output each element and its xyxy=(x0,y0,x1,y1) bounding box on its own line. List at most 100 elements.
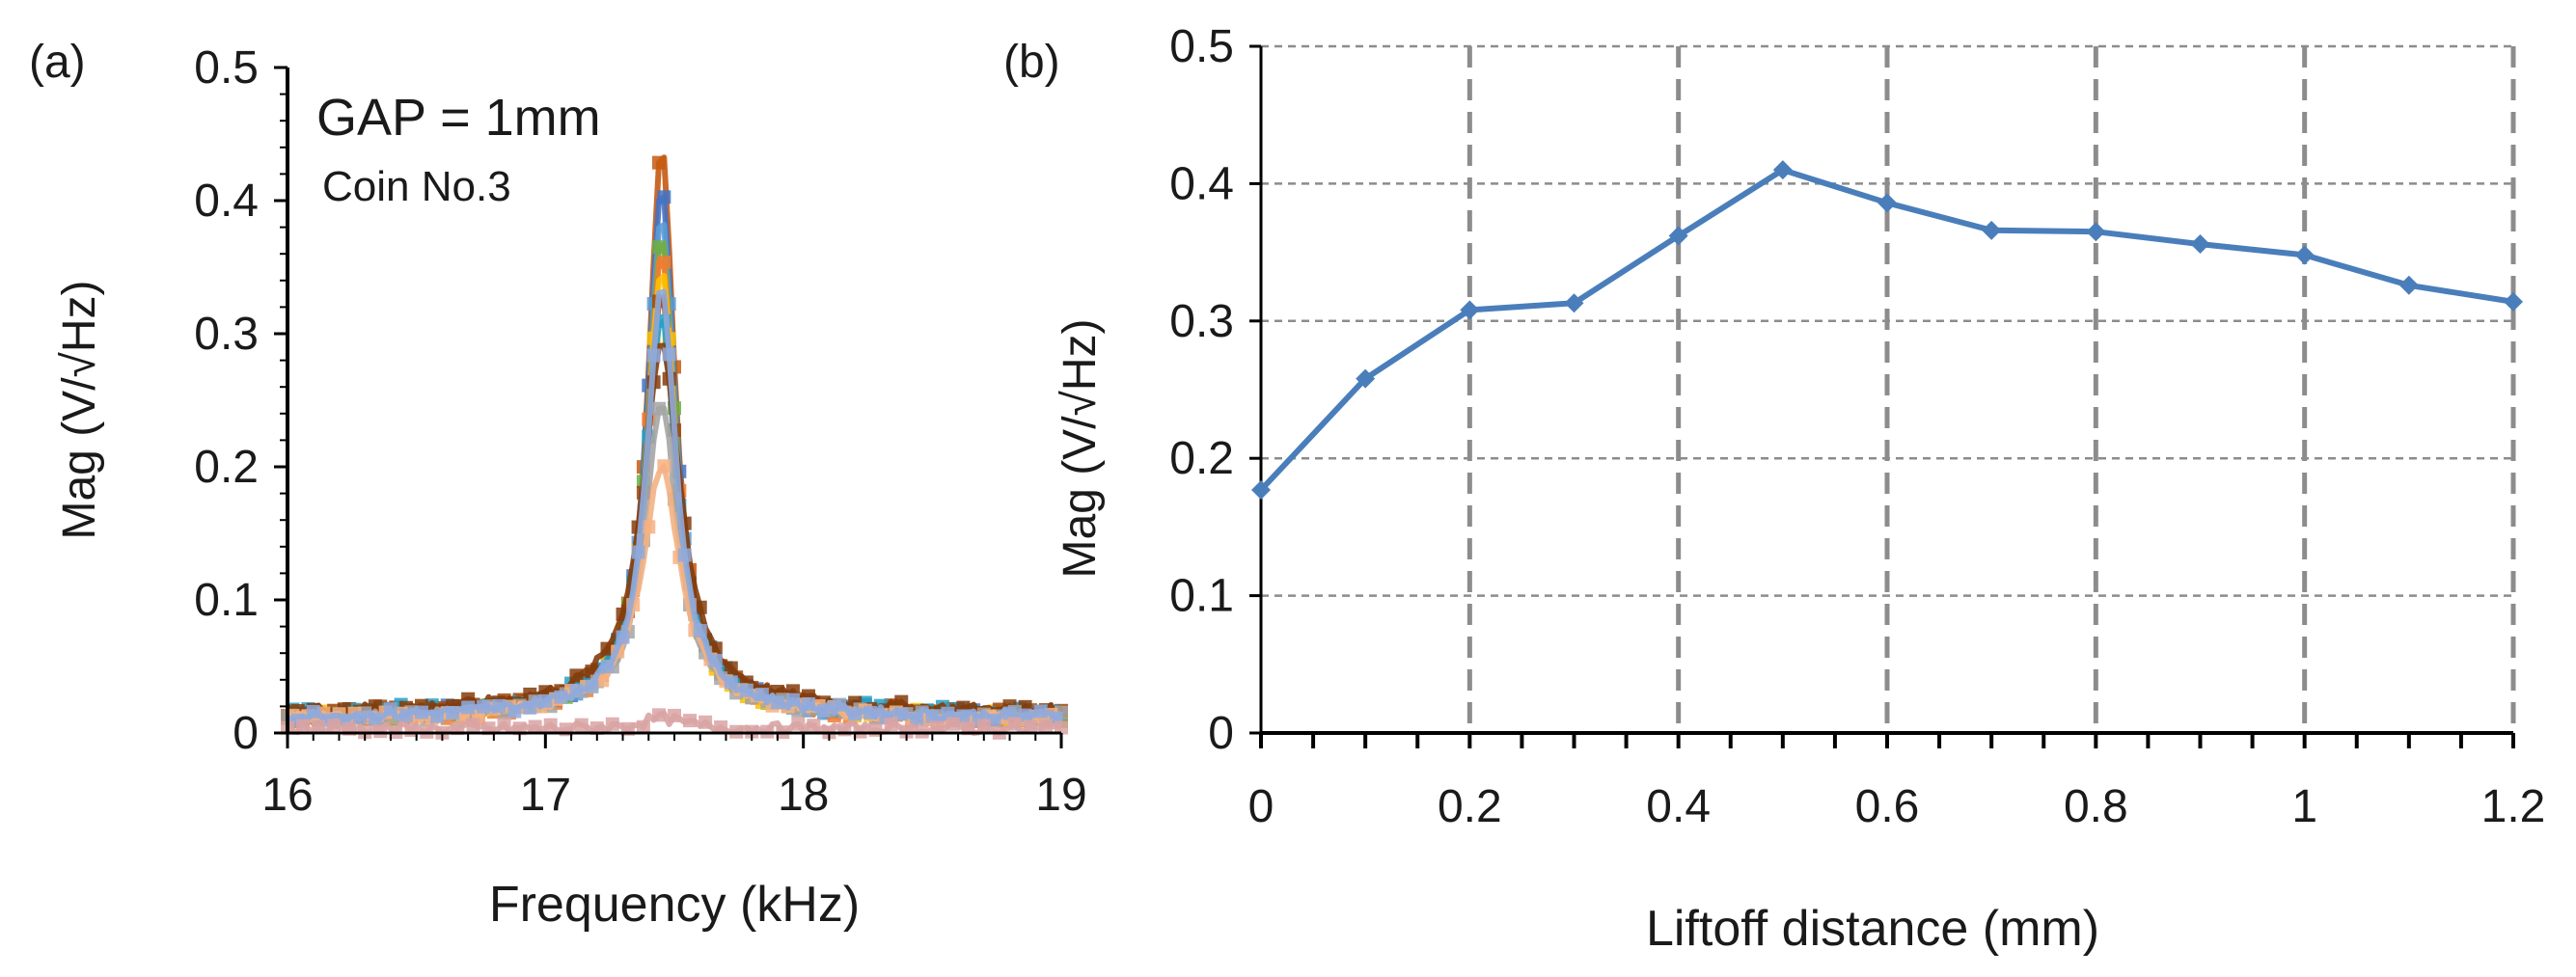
panel-a-point xyxy=(708,641,723,656)
panel-a-point xyxy=(373,724,388,739)
panel-a-point xyxy=(848,707,863,721)
panel-a-point xyxy=(497,717,511,731)
panel-a-point xyxy=(543,718,558,732)
panel-a-point xyxy=(693,600,707,614)
panel-b-label: (b) xyxy=(1003,37,1060,88)
panel-a-point xyxy=(523,700,537,715)
panel-a-point xyxy=(415,705,429,719)
panel-a-point xyxy=(714,719,728,734)
panel-a-point xyxy=(461,700,476,715)
panel-a-point xyxy=(651,155,666,170)
panel-a-point xyxy=(306,704,320,719)
panel-a-point xyxy=(739,683,754,697)
panel-a-point xyxy=(585,680,599,694)
panel-a-point xyxy=(477,699,491,714)
panel-a: (a) 0 0.1 0.2 0.3 0.4 0.5 16 17 18 19 GAP = 1mm C… xyxy=(29,37,1087,933)
panel-a-point xyxy=(636,719,650,734)
panel-a-point xyxy=(538,693,553,708)
panel-a-xlabel: Frequency (kHz) xyxy=(489,877,860,933)
panel-a-point xyxy=(383,702,397,717)
panel-b-xlabel: Liftoff distance (mm) xyxy=(1646,901,2099,957)
panel-b-ylabel: Mag (V/√Hz) xyxy=(1055,318,1106,578)
panel-a-point xyxy=(894,707,909,721)
panel-a-point xyxy=(693,624,707,638)
panel-a-point xyxy=(1055,720,1068,735)
panel-b-series-group xyxy=(1251,160,2523,500)
panel-a-point xyxy=(884,718,898,732)
panel-a-point xyxy=(1007,717,1022,731)
panel-a-point xyxy=(600,659,615,673)
panel-b: (b) 0 0.1 0.2 0.3 0.4 0.5 0 0.2 0.4 0.6 0.8 1 1.2 Li… xyxy=(1003,21,2545,957)
panel-a-point xyxy=(925,709,940,723)
panel-b-data-point xyxy=(2086,222,2106,242)
panel-a-point xyxy=(466,718,480,732)
panel-a-point xyxy=(616,630,630,644)
panel-a-point xyxy=(455,711,470,725)
panel-a-point xyxy=(662,347,676,362)
panel-a-point xyxy=(446,706,460,720)
panel-b-ytick-label: 0.3 xyxy=(1169,296,1234,347)
panel-a-ytick-label: 0.5 xyxy=(194,42,259,94)
panel-a-point xyxy=(724,675,738,690)
panel-a-point xyxy=(398,708,413,722)
panel-a-point xyxy=(600,641,615,656)
panel-a-point xyxy=(833,697,847,712)
panel-a-point xyxy=(677,548,692,562)
panel-a-point xyxy=(1018,708,1032,722)
panel-a-point xyxy=(657,459,671,474)
panel-a-point xyxy=(1038,719,1053,733)
panel-b-ytick-label: 0.2 xyxy=(1169,433,1234,484)
panel-a-point xyxy=(651,708,666,722)
panel-a-point xyxy=(941,706,955,720)
panel-a-ylabel: Mag (V/√Hz) xyxy=(54,280,105,539)
panel-a-point xyxy=(754,688,769,702)
panel-a-point xyxy=(430,709,445,723)
panel-a-point xyxy=(708,653,723,667)
panel-a-point xyxy=(791,717,806,731)
panel-b-data-point xyxy=(1772,160,1793,180)
panel-a-xtick-label: 18 xyxy=(778,770,829,821)
panel-a-xtick-label: 19 xyxy=(1035,770,1086,821)
panel-b-data-point xyxy=(1356,368,1376,389)
panel-a-point xyxy=(699,715,713,729)
panel-b-data-point xyxy=(1460,300,1480,320)
panel-a-point xyxy=(507,704,522,719)
panel-b-data-point xyxy=(1668,226,1688,246)
panel-a-point xyxy=(807,719,821,733)
panel-a-point xyxy=(785,692,800,707)
panel-b-xtick-label: 0.8 xyxy=(2064,781,2128,832)
panel-b-data-point xyxy=(1564,293,1584,313)
panel-a-point xyxy=(657,190,671,204)
panel-a-point xyxy=(352,711,367,725)
panel-a-ytick-label: 0.3 xyxy=(194,309,259,360)
panel-a-point xyxy=(492,698,507,713)
panel-a-point xyxy=(894,694,909,709)
panel-a-point xyxy=(770,695,784,710)
panel-b-xtick-label: 0 xyxy=(1248,781,1274,832)
panel-a-point xyxy=(554,690,568,704)
panel-a-point xyxy=(574,718,589,732)
panel-a-point xyxy=(642,520,656,534)
panel-a-point xyxy=(569,684,584,698)
panel-a-point xyxy=(528,719,542,734)
panel-b-ytick-label: 0.1 xyxy=(1169,571,1234,622)
panel-a-point xyxy=(683,714,698,728)
panel-a-point xyxy=(910,712,924,726)
panel-a-label: (a) xyxy=(29,37,86,88)
panel-a-xtick-label: 16 xyxy=(261,770,313,821)
panel-a-point xyxy=(646,348,661,363)
panel-a-ytick-label: 0.2 xyxy=(194,442,259,493)
panel-a-point xyxy=(631,545,645,559)
panel-a-point xyxy=(651,401,666,416)
panel-b-data-point xyxy=(1251,479,1271,500)
panel-a-point xyxy=(724,661,738,675)
panel-a-point xyxy=(1023,719,1037,734)
panel-b-data-point xyxy=(2398,275,2419,295)
panel-a-ytick-label: 0.4 xyxy=(194,176,259,227)
panel-b-data-point xyxy=(1877,193,1897,213)
panel-b-xtick-label: 1 xyxy=(2291,781,2317,832)
panel-b-xtick-label: 0.2 xyxy=(1438,781,1502,832)
panel-a-point xyxy=(327,719,342,733)
panel-a-xtick-label: 17 xyxy=(520,770,571,821)
